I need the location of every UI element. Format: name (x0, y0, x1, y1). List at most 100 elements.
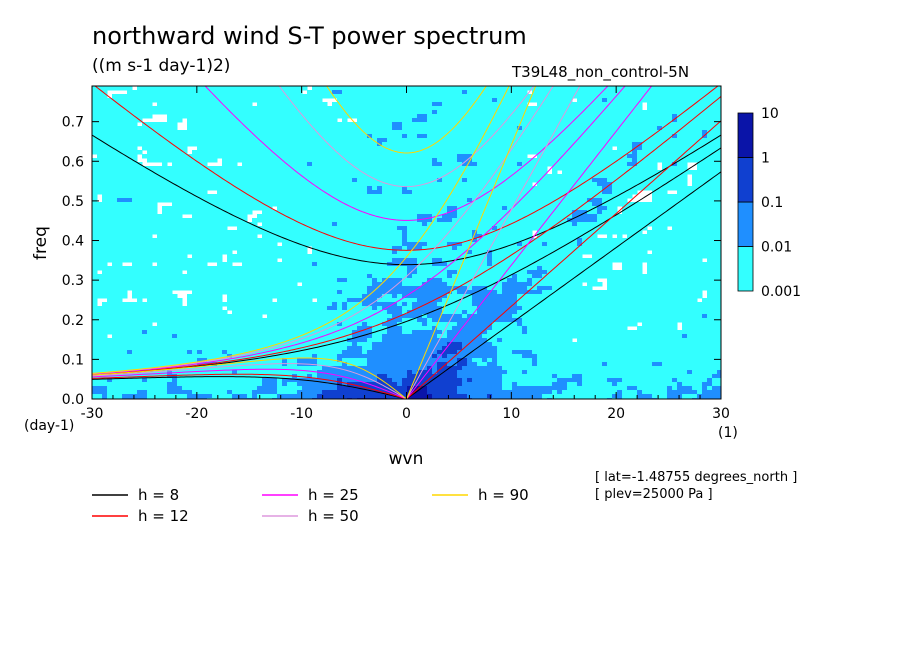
heatmap-cell (712, 222, 718, 227)
heatmap-cell (527, 178, 533, 183)
heatmap-cell (242, 102, 248, 107)
heatmap-cell (337, 166, 343, 171)
heatmap-cell (487, 202, 493, 207)
heatmap-cell (387, 202, 393, 207)
heatmap-cell (287, 158, 293, 163)
heatmap-cell (127, 114, 133, 119)
heatmap-cell (412, 142, 418, 147)
heatmap-cell (607, 186, 613, 191)
heatmap-cell (412, 146, 418, 151)
heatmap-cell (487, 218, 493, 223)
heatmap-cell (617, 86, 623, 91)
heatmap-cell (217, 114, 223, 119)
heatmap-cell (667, 162, 673, 167)
heatmap-cell (292, 162, 298, 167)
heatmap-cell (452, 122, 458, 127)
heatmap-cell (277, 190, 283, 195)
heatmap-cell (122, 94, 128, 99)
heatmap-cell (607, 238, 613, 243)
heatmap-cell (687, 202, 693, 207)
heatmap-cell (532, 174, 538, 179)
heatmap-cell (192, 154, 198, 159)
heatmap-cell (687, 222, 693, 227)
heatmap-cell (122, 166, 128, 171)
heatmap-cell (237, 198, 243, 203)
heatmap-cell (682, 190, 688, 195)
heatmap-cell (417, 166, 423, 171)
heatmap-cell (282, 218, 288, 223)
heatmap-cell (707, 142, 713, 147)
heatmap-cell (472, 110, 478, 115)
heatmap-cell (652, 174, 658, 179)
heatmap-cell (392, 218, 398, 223)
heatmap-cell (272, 186, 278, 191)
heatmap-cell (427, 214, 433, 219)
heatmap-cell (657, 122, 663, 127)
heatmap-cell (662, 114, 668, 119)
heatmap-cell (682, 158, 688, 163)
heatmap-cell (397, 94, 403, 99)
heatmap-cell (582, 178, 588, 183)
heatmap-cell (472, 226, 478, 231)
heatmap-cell (312, 214, 318, 219)
heatmap-cell (292, 114, 298, 119)
heatmap-cell (457, 194, 463, 199)
heatmap-cell (152, 130, 158, 135)
heatmap-cell (677, 178, 683, 183)
heatmap-cell (487, 170, 493, 175)
heatmap-cell (457, 198, 463, 203)
heatmap-cell (712, 126, 718, 131)
heatmap-cell (657, 130, 663, 135)
heatmap-cell (622, 86, 628, 91)
heatmap-cell (157, 126, 163, 131)
heatmap-cell (547, 126, 553, 131)
heatmap-cell (282, 198, 288, 203)
heatmap-cell (212, 130, 218, 135)
heatmap-cell (302, 114, 308, 119)
heatmap-cell (677, 154, 683, 159)
heatmap-cell (147, 158, 153, 163)
heatmap-cell (332, 174, 338, 179)
heatmap-cell (512, 218, 518, 223)
heatmap-cell (207, 102, 213, 107)
heatmap-cell (557, 142, 563, 147)
heatmap-cell (167, 170, 173, 175)
heatmap-cell (112, 126, 118, 131)
heatmap-cell (572, 138, 578, 143)
heatmap-cell (272, 246, 278, 251)
heatmap-cell (152, 154, 158, 159)
heatmap-cell (417, 170, 423, 175)
heatmap-cell (222, 206, 228, 211)
heatmap-cell (607, 86, 613, 91)
heatmap-cell (252, 142, 258, 147)
heatmap-cell (132, 230, 138, 235)
heatmap-cell (202, 210, 208, 215)
heatmap-cell (152, 174, 158, 179)
heatmap-cell (272, 110, 278, 115)
heatmap-cell (97, 90, 103, 95)
heatmap-cell (447, 214, 453, 219)
heatmap-cell (97, 162, 103, 167)
heatmap-cell (237, 122, 243, 127)
heatmap-cell (497, 122, 503, 127)
heatmap-cell (542, 182, 548, 187)
heatmap-cell (407, 138, 413, 143)
heatmap-cell (657, 186, 663, 191)
heatmap-cell (612, 162, 618, 167)
heatmap-cell (397, 190, 403, 195)
heatmap-cell (132, 130, 138, 135)
heatmap-cell (237, 118, 243, 123)
heatmap-cell (572, 206, 578, 211)
heatmap-cell (482, 186, 488, 191)
heatmap-cell (462, 230, 468, 235)
heatmap-cell (682, 86, 688, 91)
heatmap-cell (642, 202, 648, 207)
heatmap-cell (687, 122, 693, 127)
heatmap-cell (297, 230, 303, 235)
heatmap-cell (617, 174, 623, 179)
heatmap-cell (482, 102, 488, 107)
heatmap-cell (517, 190, 523, 195)
heatmap-cell (257, 178, 263, 183)
heatmap-cell (537, 114, 543, 119)
heatmap-cell (642, 210, 648, 215)
